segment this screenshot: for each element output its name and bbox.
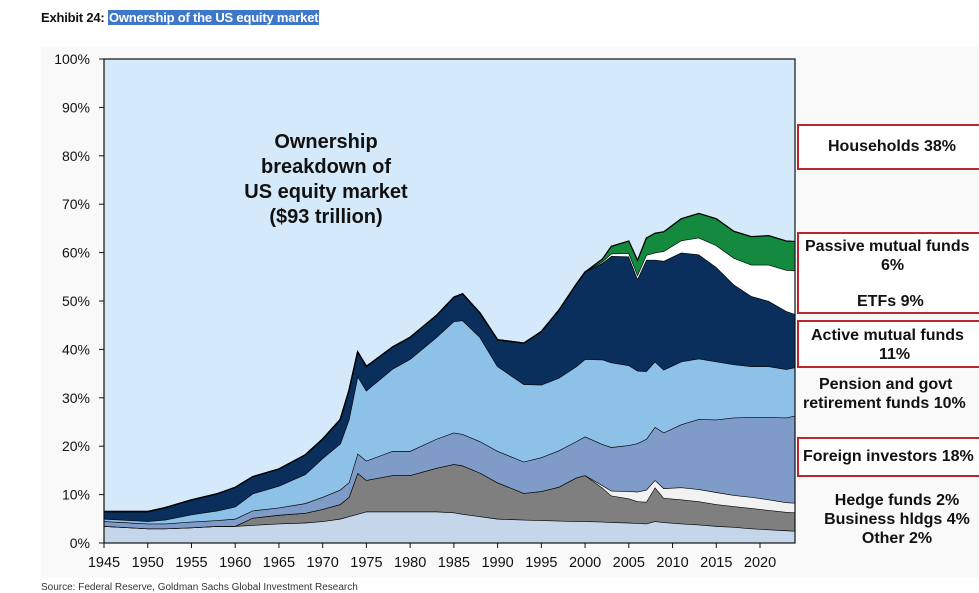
outline-passive-mutual-funds-6 [104,212,796,513]
legend-bottom-group: Hedge funds 2% Business hldgs 4% Other 2… [807,491,979,548]
legend-hedge: Hedge funds 2% [834,492,960,509]
legend-foreign: Foreign investors 18% [797,437,979,477]
x-tick-label: 2010 [656,555,688,571]
area-other-2 [104,511,795,543]
source-note: Source: Federal Reserve, Goldman Sachs G… [41,582,358,593]
legend-active-box: Active mutual funds 11% [797,320,979,368]
chart-inset-title: Ownership breakdown of US equity market … [231,130,421,230]
legend-passive-line-1: Passive mutual funds [805,238,970,255]
y-tick-label: 10% [62,487,90,503]
y-tick-label: 0% [70,535,90,551]
x-tick-label: 1945 [88,555,120,571]
x-tick-label: 1955 [175,555,207,571]
y-tick-label: 20% [62,438,90,454]
x-tick-label: 1985 [438,555,470,571]
legend-passive-etfs-box: Passive mutual funds 6% ETFs 9% [797,232,979,314]
area-foreign-investors-18 [104,415,795,529]
x-tick-label: 2020 [744,555,776,571]
exhibit-title: Ownership of the US equity market [107,10,320,25]
legend-pension-line-1: Pension and govt [819,376,953,393]
x-tick-label: 1965 [263,555,295,571]
area-passive-mutual-funds-6 [104,213,795,512]
legend-business: Business hldgs 4% [824,511,970,528]
y-tick-label: 70% [62,196,90,212]
exhibit-header: Exhibit 24: Ownership of the US equity m… [41,10,320,25]
inset-title-line-2: breakdown of [260,156,391,178]
x-tick-label: 1970 [307,555,339,571]
legend-households: Households 38% [797,124,979,170]
inset-title-line-1: Ownership [274,131,378,153]
y-tick-label: 30% [62,390,90,406]
inset-title-line-4: ($93 trillion) [269,206,383,228]
y-tick-label: 80% [62,148,90,164]
x-tick-label: 2000 [569,555,601,571]
ownership-area-chart: 0% 10% 20% 30% 40% 50% 60% 70% 80% 90% 100% 1945 195… [54,51,796,571]
area-etfs-9 [104,237,795,512]
y-tick-label: 60% [62,245,90,261]
x-tick-label: 1960 [219,555,251,571]
inset-title-line-3: US equity market [244,181,408,203]
y-tick-label: 90% [62,99,90,115]
y-tick-label: 40% [62,341,90,357]
legend-passive-line-2: 6% [881,257,905,274]
y-tick-label: 100% [54,51,90,67]
chart-frame: 0% 10% 20% 30% 40% 50% 60% 70% 80% 90% 100% 1945 195… [41,46,979,578]
legend-pension: Pension and govt retirement funds 10% [797,375,979,413]
y-tick-label: 50% [62,293,90,309]
x-tick-label: 2005 [613,555,645,571]
area-active-mutual-funds-11 [104,252,795,522]
x-tick-label: 1975 [350,555,382,571]
legend-active-line-2: 11% [879,346,911,363]
legend-pension-line-2: retirement funds 10% [803,395,966,412]
x-tick-label: 1950 [132,555,164,571]
x-tick-label: 1990 [481,555,513,571]
area-business-hldgs-4 [104,464,795,531]
x-tick-label: 1995 [525,555,557,571]
legend-other: Other 2% [861,530,933,547]
x-tick-label: 1980 [394,555,426,571]
exhibit-label: Exhibit 24: [41,10,105,25]
area-pension-and-govt-retirement-funds-10 [104,320,795,524]
legend-active-line-1: Active mutual funds [811,327,964,344]
x-tick-label: 2015 [700,555,732,571]
legend-etfs: ETFs 9% [857,293,924,310]
